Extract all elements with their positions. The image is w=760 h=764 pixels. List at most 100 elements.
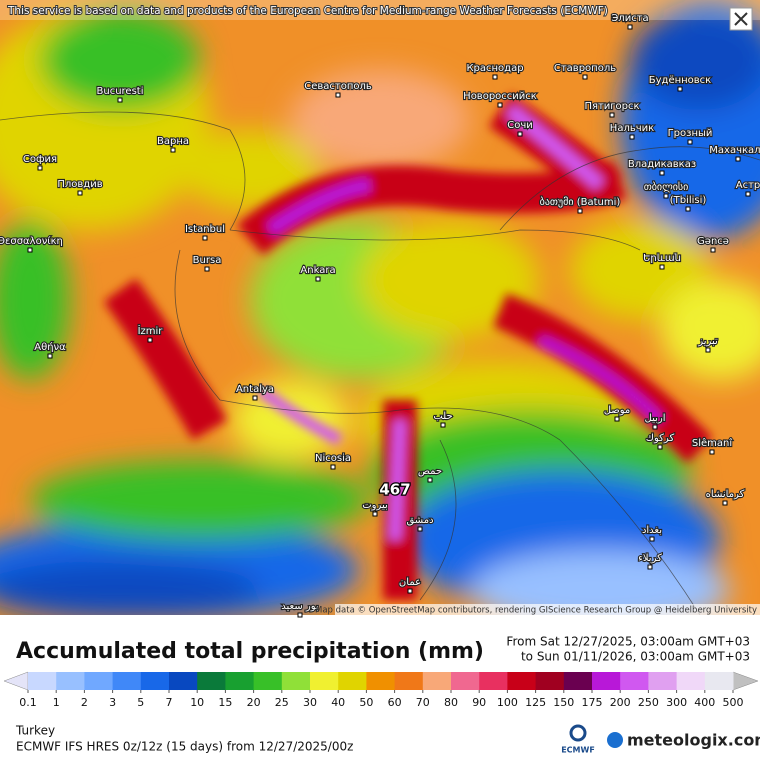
colorbar-box <box>563 672 593 690</box>
ecmwf-icon <box>569 724 587 742</box>
ecmwf-logo: ECMWF <box>561 746 595 755</box>
colorbar-tick-label: 10 <box>190 696 204 709</box>
city-label: Варна <box>157 136 189 147</box>
colorbar-box <box>620 672 649 690</box>
city-label: Gəncə <box>697 236 729 247</box>
city-label: Махачкала <box>709 145 760 156</box>
city-marker <box>147 337 153 343</box>
city-marker <box>659 264 665 270</box>
city-marker <box>440 422 446 428</box>
city-marker <box>407 588 413 594</box>
city-marker <box>427 477 433 483</box>
city-marker <box>735 156 741 162</box>
city-marker <box>582 74 588 80</box>
model: ECMWF IFS HRES 0z/12z (15 days) from 12/… <box>16 740 353 754</box>
city-marker <box>417 526 423 532</box>
colorbar-box <box>451 672 480 690</box>
colorbar-box <box>253 672 283 690</box>
city-label: София <box>23 154 57 165</box>
colorbar-box <box>535 672 565 690</box>
colorbar-box <box>310 672 339 690</box>
city-label: Пятигорск <box>584 101 639 112</box>
city-marker <box>629 134 635 140</box>
city-label: Slêmanî <box>692 437 732 449</box>
city-marker <box>517 131 523 137</box>
city-marker <box>627 24 633 30</box>
city-label: Грозный <box>668 128 713 139</box>
city-label: كرمانشاه <box>706 489 745 500</box>
city-label: Астр <box>736 180 760 191</box>
colorbar-box <box>592 672 621 690</box>
city-marker <box>652 424 658 430</box>
colorbar-tick-label: 175 <box>582 696 603 709</box>
colorbar-tick-label: 125 <box>525 696 546 709</box>
city-marker <box>614 416 620 422</box>
colorbar-box <box>366 672 396 690</box>
colorbar-box <box>112 672 142 690</box>
valid-from: From Sat 12/27/2025, 03:00am GMT+03 <box>506 635 750 649</box>
colorbar-tick-label: 7 <box>166 696 173 709</box>
city-marker <box>609 112 615 118</box>
colorbar-tick-label: 40 <box>331 696 345 709</box>
city-marker <box>497 102 503 108</box>
city-marker <box>687 139 693 145</box>
colorbar-box <box>394 672 424 690</box>
city-marker <box>335 92 341 98</box>
city-label: Ankara <box>300 265 335 276</box>
city-marker <box>77 190 83 196</box>
city-marker <box>659 170 665 176</box>
city-marker <box>170 147 176 153</box>
meteologix-icon <box>607 732 623 748</box>
city-label: بيروت <box>362 500 388 511</box>
city-marker <box>330 464 336 470</box>
colorbar-box <box>704 672 734 690</box>
city-label: عمان <box>399 577 421 588</box>
city-marker <box>117 97 123 103</box>
colorbar-tick-label: 300 <box>666 696 687 709</box>
city-marker <box>27 247 33 253</box>
region: Turkey <box>15 724 55 738</box>
city-label: Пловдив <box>57 179 102 190</box>
city-label: Владикавказ <box>628 159 696 170</box>
colorbar-tick-label: 20 <box>247 696 261 709</box>
colorbar-over <box>732 671 759 691</box>
city-marker <box>577 208 583 214</box>
colorbar-tick-label: 1 <box>53 696 60 709</box>
colorbar-tick-label: 30 <box>303 696 317 709</box>
city-marker <box>297 612 303 618</box>
city-label: بغداد <box>642 525 662 536</box>
banner: This service is based on data and produc… <box>7 5 608 17</box>
colorbar-tick-label: 100 <box>497 696 518 709</box>
colorbar-tick-label: 2 <box>81 696 88 709</box>
colorbar-tick-label: 80 <box>444 696 458 709</box>
city-label: Нальчик <box>610 123 654 134</box>
colorbar-box <box>56 672 85 690</box>
city-label: Элиста <box>611 13 648 24</box>
city-marker <box>649 536 655 542</box>
colorbar-tick-label: 15 <box>218 696 232 709</box>
colorbar-box <box>225 672 255 690</box>
city-marker <box>663 193 669 199</box>
city-label: (Tbilisi) <box>670 195 707 206</box>
city-marker <box>37 165 43 171</box>
colorbar-tick-label: 0.1 <box>19 696 37 709</box>
city-marker <box>710 247 716 253</box>
city-label: بور سعيد <box>281 601 318 612</box>
colorbar-box <box>648 672 678 690</box>
city-marker <box>315 276 321 282</box>
city-label: Αθήνα <box>34 341 66 353</box>
city-marker <box>647 564 653 570</box>
colorbar-box <box>169 672 198 690</box>
city-label: Новороссийск <box>463 91 537 102</box>
city-label: دمشق <box>406 515 433 526</box>
city-label: Будённовск <box>649 75 711 86</box>
city-label: موصل <box>604 405 631 416</box>
city-marker <box>677 86 683 92</box>
meteologix-logo: meteologix.com <box>627 731 760 750</box>
precipitation-field <box>0 0 760 615</box>
colorbar-box <box>338 672 367 690</box>
city-marker <box>372 511 378 517</box>
close-icon[interactable] <box>734 12 748 26</box>
city-label: Bursa <box>193 255 222 266</box>
